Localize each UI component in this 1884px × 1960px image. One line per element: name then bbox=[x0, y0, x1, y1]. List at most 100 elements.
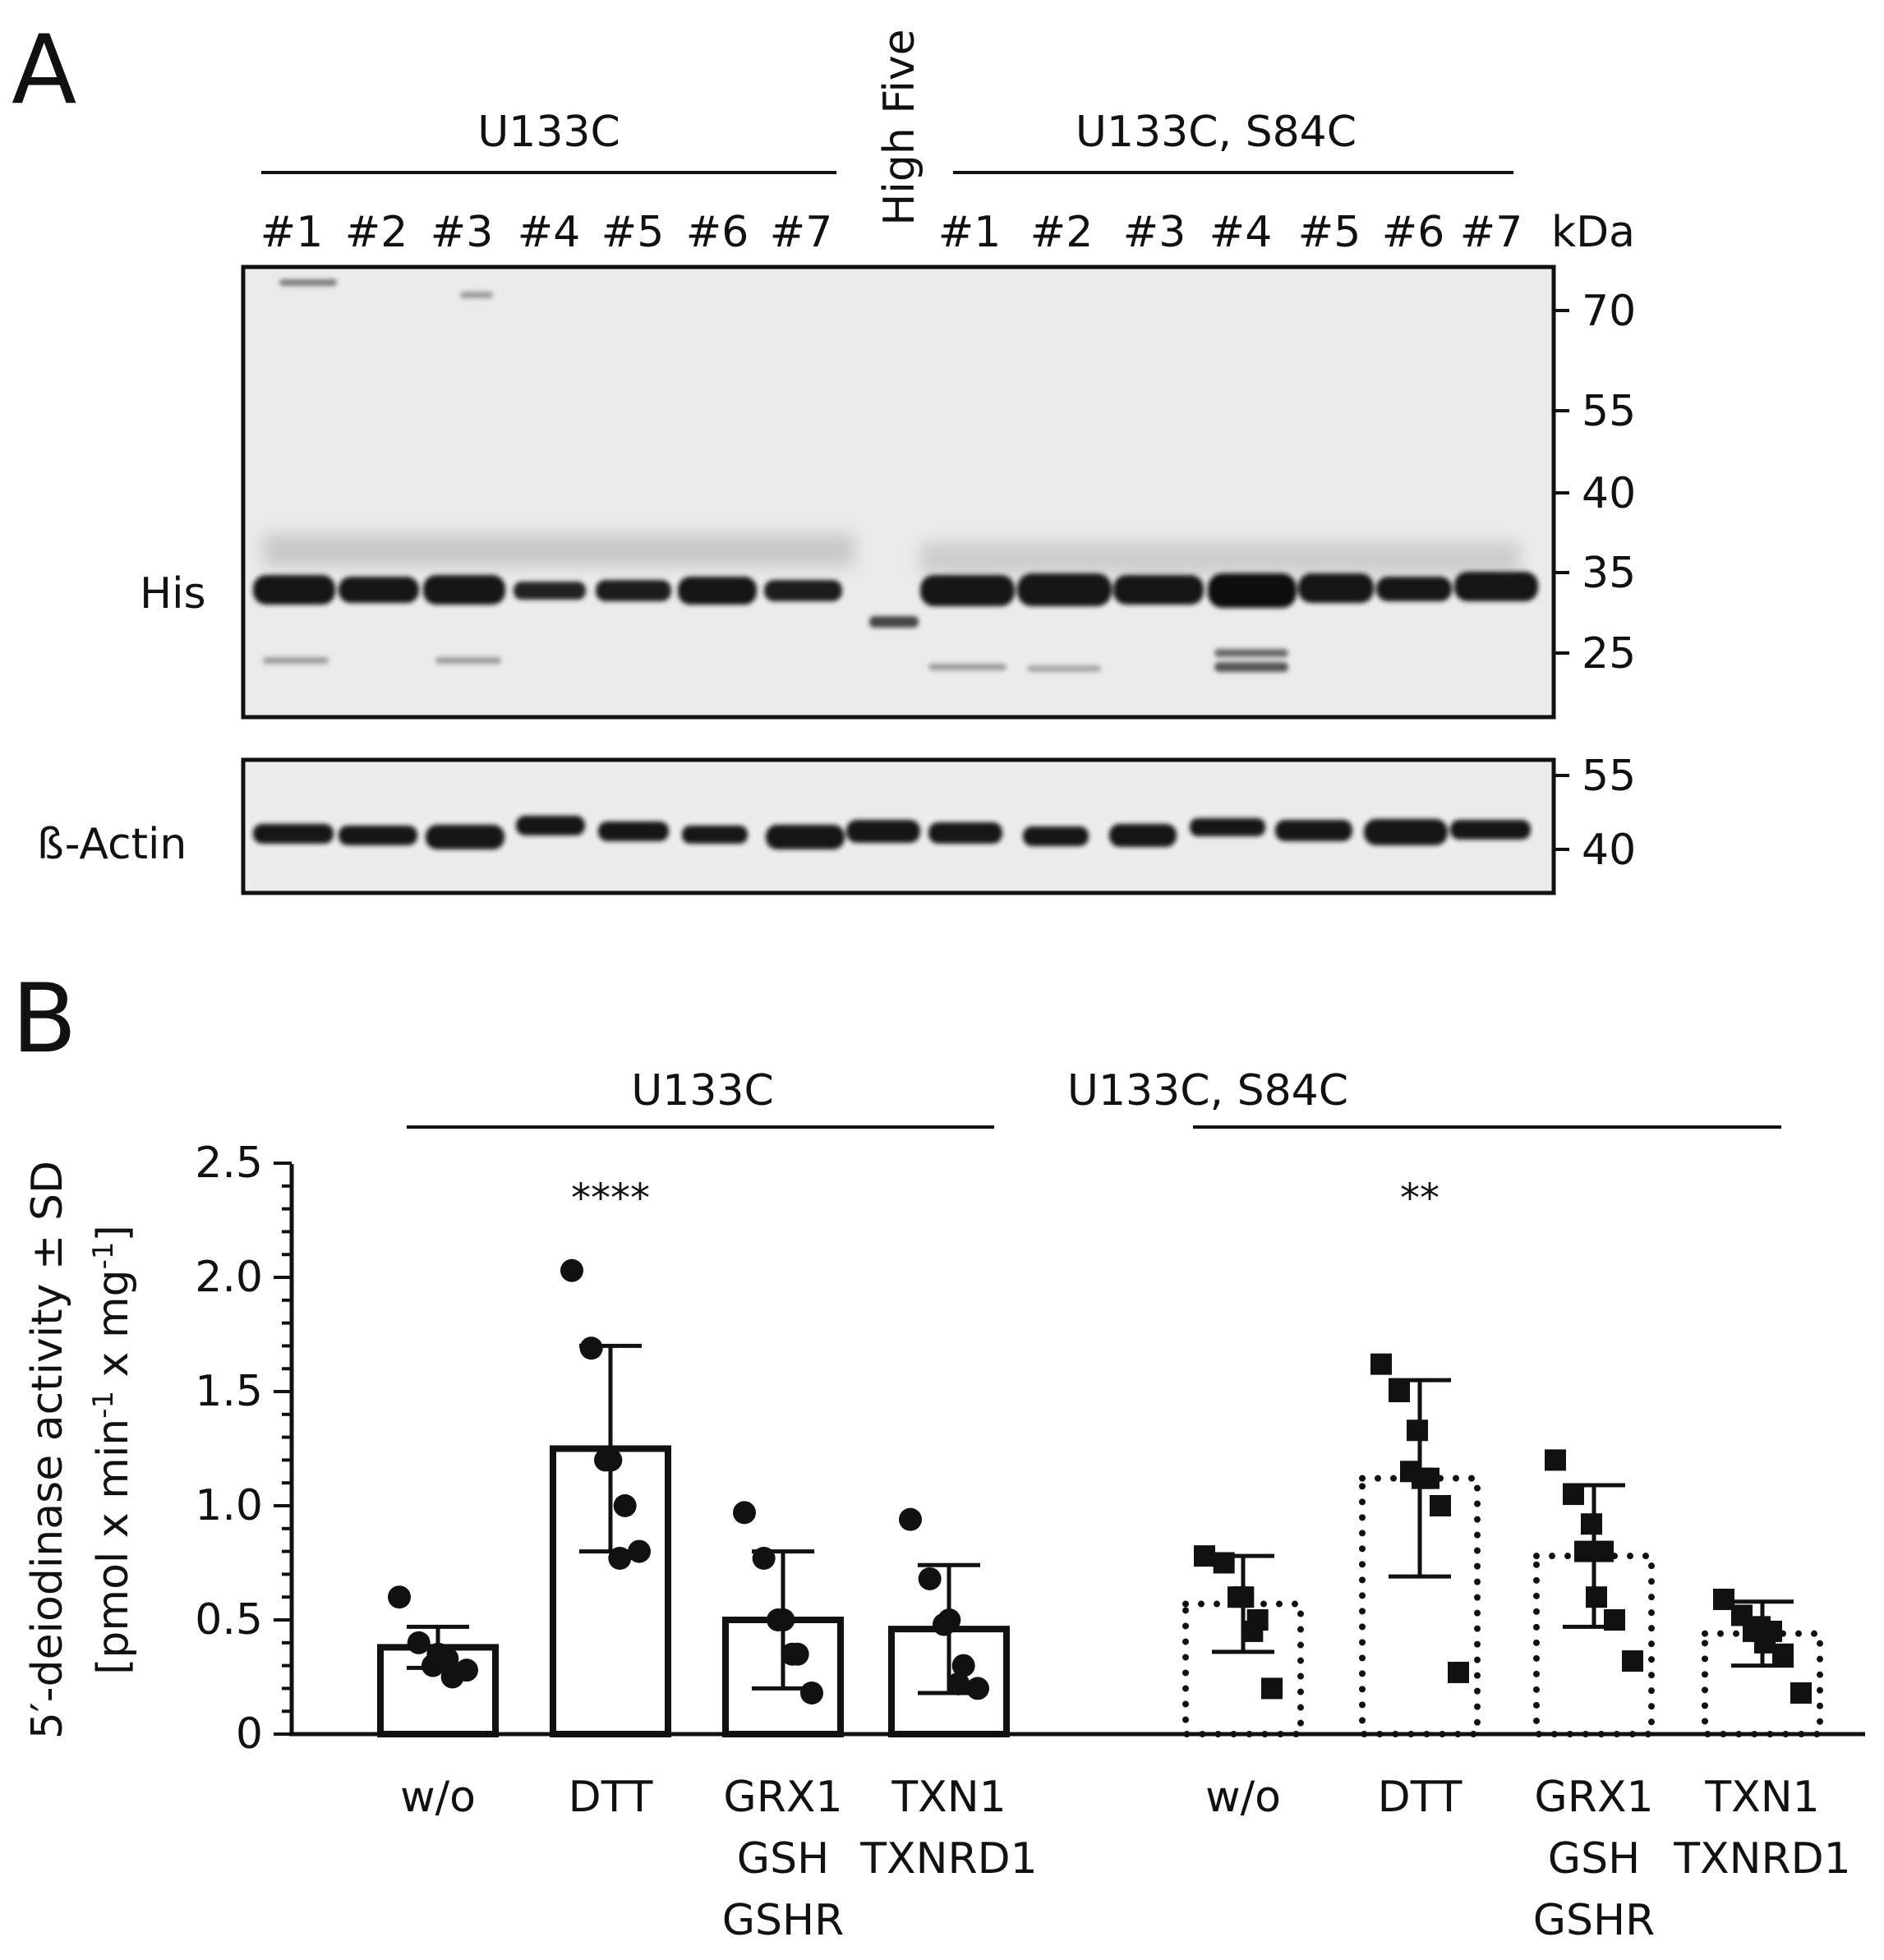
data-point bbox=[966, 1677, 989, 1700]
data-point bbox=[947, 1672, 970, 1695]
data-point bbox=[579, 1337, 603, 1360]
data-point bbox=[1430, 1495, 1451, 1516]
y-tick-label-0: 0 bbox=[236, 1709, 263, 1759]
his-band-right-5 bbox=[1298, 573, 1374, 603]
his-band-right-7 bbox=[1454, 572, 1538, 601]
his-band-right-6 bbox=[1376, 577, 1452, 601]
panel-a-letter: A bbox=[12, 15, 76, 126]
his-marker-40: 40 bbox=[1582, 469, 1636, 518]
lane-label-left-3: #3 bbox=[431, 208, 494, 257]
data-point bbox=[899, 1507, 922, 1531]
y-axis-label-line2: [pmol x min-1 x mg-1] bbox=[87, 1225, 138, 1675]
lane-label-left-4: #4 bbox=[518, 208, 581, 257]
ylabel-sup-1: -1 bbox=[87, 1391, 120, 1419]
data-point bbox=[767, 1608, 790, 1631]
data-point bbox=[1448, 1661, 1469, 1683]
his-marker-35: 35 bbox=[1582, 549, 1636, 598]
data-point bbox=[613, 1494, 637, 1517]
his-marker-70: 70 bbox=[1582, 287, 1636, 336]
x-label-gsh-left: GSH bbox=[737, 1834, 829, 1884]
x-labels-u133c-s84c: w/o DTT GRX1 GSH GSHR TXN1 TXNRD1 bbox=[1205, 1773, 1851, 1945]
significance-u133c: **** bbox=[571, 1176, 650, 1222]
actin-band-7 bbox=[766, 825, 845, 849]
data-point bbox=[1713, 1588, 1734, 1610]
actin-band-6 bbox=[682, 826, 748, 844]
x-label-grx1-left: GRX1 bbox=[723, 1773, 842, 1822]
data-point bbox=[594, 1448, 617, 1472]
his-band-left-4 bbox=[514, 582, 586, 600]
his-faint-band-7 bbox=[279, 279, 337, 286]
data-point bbox=[918, 1567, 942, 1590]
unit-label-kda: kDa bbox=[1551, 208, 1635, 257]
x-label-wo-right: w/o bbox=[1205, 1773, 1281, 1822]
y-tick-label-0.5: 0.5 bbox=[195, 1595, 263, 1645]
x-label-gshr-right: GSHR bbox=[1533, 1896, 1656, 1945]
y-tick-label-1.5: 1.5 bbox=[195, 1367, 263, 1416]
data-point bbox=[1389, 1381, 1410, 1402]
group-label-u133c: U133C bbox=[477, 108, 620, 157]
his-blot-label: His bbox=[140, 569, 206, 619]
y-tick-label-2.5: 2.5 bbox=[195, 1139, 263, 1188]
his-blot-frame bbox=[241, 265, 1556, 720]
panel-a: A U133C U133C, S84C High Five #1 #2 #3 #… bbox=[12, 15, 1636, 895]
data-point bbox=[455, 1659, 478, 1682]
chart-group-label-u133c: U133C bbox=[631, 1066, 774, 1116]
his-band-left-1 bbox=[253, 575, 335, 605]
his-band-left-3 bbox=[423, 575, 505, 605]
actin-band-3 bbox=[426, 825, 504, 849]
data-point bbox=[1194, 1545, 1215, 1567]
chart-group-label-u133c-s84c: U133C, S84C bbox=[1067, 1066, 1348, 1116]
lane-label-right-4: #4 bbox=[1209, 208, 1273, 257]
data-point bbox=[1622, 1650, 1643, 1672]
actin-band-9 bbox=[928, 822, 1002, 844]
data-point bbox=[733, 1501, 756, 1525]
actin-band-10 bbox=[1023, 826, 1089, 846]
actin-band-11 bbox=[1109, 824, 1177, 847]
x-labels-u133c: w/o DTT GRX1 GSH GSHR TXN1 TXNRD1 bbox=[400, 1773, 1038, 1945]
data-point bbox=[1772, 1643, 1794, 1665]
his-blot-smear bbox=[263, 534, 1520, 575]
lane-label-right-3: #3 bbox=[1123, 208, 1186, 257]
actin-band-12 bbox=[1190, 818, 1265, 836]
his-faint-band-2 bbox=[435, 657, 501, 664]
data-point bbox=[1261, 1677, 1283, 1700]
lane-label-left-6: #6 bbox=[686, 208, 749, 257]
actin-marker-40: 40 bbox=[1582, 826, 1636, 875]
his-faint-band-1 bbox=[263, 657, 329, 664]
data-point bbox=[781, 1642, 804, 1666]
data-point bbox=[560, 1258, 583, 1282]
x-label-txn1-right: TXN1 bbox=[1704, 1773, 1819, 1822]
actin-blot: 55 40 ß-Actin bbox=[37, 752, 1636, 895]
data-point bbox=[933, 1613, 956, 1636]
actin-band-15 bbox=[1450, 820, 1531, 840]
actin-marker-ticks bbox=[1554, 774, 1569, 851]
x-label-gshr-left: GSHR bbox=[722, 1896, 845, 1945]
lane-label-left-2: #2 bbox=[345, 208, 408, 257]
actin-band-4 bbox=[516, 816, 585, 835]
data-points bbox=[388, 1258, 1812, 1705]
x-label-grx1-right: GRX1 bbox=[1534, 1773, 1653, 1822]
his-band-right-4 bbox=[1208, 573, 1297, 608]
data-point bbox=[1581, 1513, 1602, 1535]
y-tick-labels: 0 0.5 1.0 1.5 2.0 2.5 bbox=[195, 1139, 263, 1759]
data-point bbox=[1545, 1449, 1566, 1471]
his-faint-band-5 bbox=[928, 664, 1006, 670]
y-tick-label-1.0: 1.0 bbox=[195, 1481, 263, 1530]
data-point bbox=[1790, 1682, 1812, 1704]
data-point bbox=[1586, 1586, 1607, 1608]
bar-6 bbox=[1533, 1553, 1655, 1738]
his-marker-25: 25 bbox=[1582, 629, 1636, 679]
ylabel-sup-2: -1 bbox=[87, 1241, 120, 1269]
ylabel-part-2: x mg bbox=[89, 1269, 138, 1391]
his-blot-bands bbox=[253, 279, 1538, 672]
actin-marker-55: 55 bbox=[1582, 752, 1636, 801]
y-tick-label-2.0: 2.0 bbox=[195, 1253, 263, 1302]
data-point bbox=[435, 1647, 459, 1671]
lane-label-left-5: #5 bbox=[601, 208, 665, 257]
his-band-right-2 bbox=[1017, 573, 1112, 606]
actin-band-8 bbox=[846, 820, 920, 843]
lane-label-right-6: #6 bbox=[1382, 208, 1445, 257]
x-label-dtt-left: DTT bbox=[569, 1773, 653, 1822]
actin-blot-label: ß-Actin bbox=[37, 820, 187, 869]
